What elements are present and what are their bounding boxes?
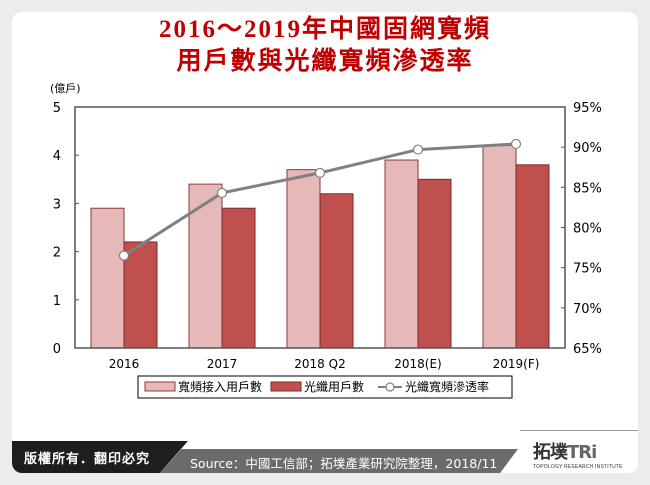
logo-subtitle: TOPOLOGY RESEARCH INSTITUTE [533, 464, 623, 470]
svg-text:0: 0 [53, 342, 61, 357]
svg-text:5: 5 [53, 101, 61, 116]
plot-frame [74, 106, 566, 349]
logo-tri: TRi [567, 442, 597, 463]
svg-text:2: 2 [53, 246, 61, 261]
svg-text:70%: 70% [573, 302, 602, 317]
y2-axis-ticks: 65% 70% 75% 80% 85% 90% 95% [561, 101, 602, 357]
svg-text:80%: 80% [573, 222, 602, 237]
x-axis-labels: 2016 2017 2018 Q2 2018(E) 2019(F) [109, 357, 540, 371]
legend: 寬頻接入用戶數 光纖用戶數 光纖寬頻滲透率 [137, 375, 513, 399]
logo-divider [520, 430, 638, 431]
svg-text:3: 3 [53, 197, 61, 212]
chart-title-line1: 2016～2019年中國固網寬頻 [158, 16, 491, 43]
svg-text:75%: 75% [573, 262, 602, 277]
source-text: Source：中國工信部；拓墣產業研究院整理，2018/11 [190, 456, 498, 471]
penetration-rate-markers [118, 138, 522, 261]
svg-text:1: 1 [53, 294, 61, 309]
logo-name: 拓墣 [533, 442, 568, 463]
svg-text:2016: 2016 [109, 357, 140, 371]
tri-logo: 拓墣TRi TOPOLOGY RESEARCH INSTITUTE [533, 438, 628, 470]
copyright-text: 版權所有．翻印必究 [24, 452, 151, 467]
source-banner: Source：中國工信部；拓墣產業研究院整理，2018/11 [160, 449, 518, 473]
legend-label-rate: 光纖寬頻滲透率 [405, 379, 489, 394]
legend-label-broadband: 寬頻接入用戶數 [178, 379, 262, 394]
copyright-banner: 版權所有．翻印必究 [12, 441, 188, 473]
svg-text:85%: 85% [573, 181, 602, 196]
svg-text:2019(F): 2019(F) [493, 357, 540, 371]
svg-text:90%: 90% [573, 141, 602, 156]
chart-title-line2: 用戶數與光纖寬頻滲透率 [176, 48, 474, 75]
legend-swatch-fiber [270, 381, 302, 392]
svg-text:4: 4 [53, 149, 61, 164]
legend-marker-icon [385, 382, 395, 392]
legend-swatch-broadband [144, 381, 176, 392]
y-axis-ticks: 0 1 2 3 4 5 [53, 101, 79, 357]
svg-text:2018 Q2: 2018 Q2 [294, 357, 345, 371]
svg-text:2018(E): 2018(E) [394, 357, 441, 371]
bar-series [90, 145, 550, 349]
svg-text:95%: 95% [573, 101, 602, 116]
legend-label-fiber: 光纖用戶數 [304, 380, 364, 394]
y-axis-label: (億戶) [50, 82, 81, 95]
chart-title: 2016～2019年中國固網寬頻 用戶數與光纖寬頻滲透率 [12, 14, 638, 78]
svg-text:65%: 65% [573, 342, 602, 357]
svg-text:2017: 2017 [207, 357, 238, 371]
